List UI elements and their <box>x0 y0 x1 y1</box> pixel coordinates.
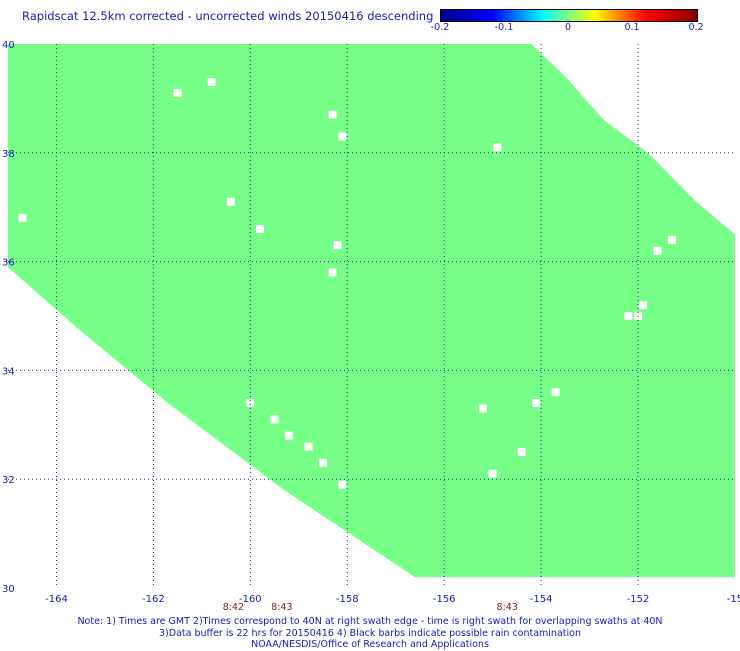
swath-time-label: 8:43 <box>271 602 292 613</box>
lon-tick-label: -156 <box>433 594 456 605</box>
missing-cell <box>638 301 647 310</box>
swath-time-label: 8:42 <box>223 602 244 613</box>
missing-cell <box>479 404 487 413</box>
lat-lon-grid <box>8 44 735 588</box>
swath-time-label: 8:43 <box>497 602 518 613</box>
missing-cell <box>668 235 676 244</box>
missing-cell <box>256 225 264 233</box>
lon-tick-label: -154 <box>530 594 553 605</box>
lon-tick-label: -152 <box>627 594 650 605</box>
missing-cell <box>270 415 279 424</box>
note-line-3: NOAA/NESDIS/Office of Research and Appli… <box>251 639 489 650</box>
lat-tick-label: 32 <box>2 475 15 486</box>
missing-cell <box>18 214 27 223</box>
missing-cell <box>338 132 347 141</box>
missing-cell <box>551 388 560 397</box>
missing-data-layer <box>18 78 676 489</box>
missing-cell <box>246 399 255 407</box>
lon-tick-label: -160 <box>239 594 262 605</box>
colorbar-label-3: 0 <box>564 22 572 33</box>
colorbar-label-2: -0.1 <box>494 22 514 33</box>
axis-labels: -164 -162 -160 -158 -156 -154 -152 -15 30 32 34 36 3… <box>2 40 740 613</box>
missing-cell <box>338 480 347 489</box>
swath-polygon <box>8 44 735 578</box>
colorbar-label-1: -0.2 <box>430 22 450 33</box>
missing-cell <box>328 268 337 277</box>
missing-cell <box>285 431 294 440</box>
swath-layer <box>8 44 735 578</box>
note-line-1: Note: 1) Times are GMT 2)Times correspon… <box>77 616 663 627</box>
missing-cell <box>532 399 541 407</box>
map-title: Rapidscat 12.5km corrected - uncorrected… <box>22 9 434 23</box>
lon-tick-label: -164 <box>45 594 68 605</box>
missing-cell <box>333 241 342 250</box>
lat-tick-label: 36 <box>2 258 15 269</box>
map-notes: Note: 1) Times are GMT 2)Times correspon… <box>0 616 740 651</box>
colorbar-label-5: 0.2 <box>688 22 704 33</box>
lat-tick-label: 40 <box>2 40 15 51</box>
missing-cell <box>488 469 497 478</box>
colorbar-gradient <box>440 9 698 22</box>
lat-tick-label: 34 <box>2 366 15 377</box>
missing-cell <box>328 110 337 119</box>
lon-tick-label: -158 <box>336 594 359 605</box>
missing-cell <box>653 246 662 255</box>
missing-cell <box>493 143 502 152</box>
lat-tick-label: 38 <box>2 149 15 160</box>
missing-cell <box>226 197 235 206</box>
colorbar-legend: -0.2 -0.1 0 0.1 0.2 <box>431 9 704 33</box>
lat-tick-label: 30 <box>2 584 15 595</box>
missing-cell <box>517 448 526 456</box>
missing-cell <box>207 78 216 87</box>
missing-cell <box>624 312 633 320</box>
missing-cell <box>319 458 327 467</box>
note-line-2: 3)Data buffer is 22 hrs for 20150416 4) … <box>159 627 581 639</box>
missing-cell <box>173 89 182 97</box>
lon-tick-label: -162 <box>142 594 165 605</box>
lon-tick-label: -15 <box>727 594 740 605</box>
colorbar-label-4: 0.1 <box>624 22 640 33</box>
missing-cell <box>304 442 313 451</box>
